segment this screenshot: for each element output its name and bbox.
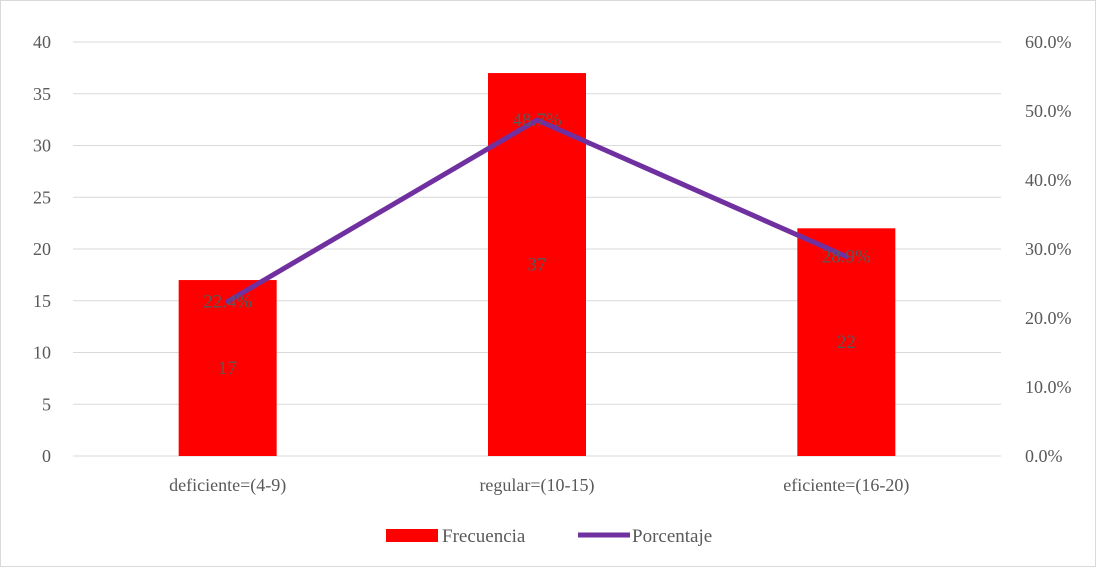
bar-data-label: 22 [837,332,856,353]
left-tick-label: 5 [42,394,51,414]
bar [797,228,896,456]
left-tick-label: 0 [42,446,51,466]
right-tick-label: 30.0% [1025,239,1072,259]
right-tick-label: 10.0% [1025,377,1072,397]
legend-swatch-frecuencia [386,529,438,542]
right-tick-label: 20.0% [1025,308,1072,328]
line-data-labels: 22.4% 48.7% 28.9% [203,110,871,312]
left-tick-label: 30 [33,136,51,156]
bar-data-label: 37 [528,255,547,276]
legend: Frecuencia Porcentaje [386,526,712,547]
right-tick-label: 0.0% [1025,446,1063,466]
legend-label-frecuencia: Frecuencia [442,526,526,547]
line-series [225,117,849,304]
left-axis-ticks: 0 5 10 15 20 25 30 35 40 [33,32,51,466]
left-tick-label: 40 [33,32,51,52]
category-label: eficiente=(16-20) [783,475,909,496]
bars [178,73,896,457]
right-tick-label: 50.0% [1025,101,1072,121]
category-label: deficiente=(4-9) [169,475,286,496]
right-tick-label: 60.0% [1025,32,1072,52]
line-data-label: 28.9% [822,247,871,268]
left-tick-label: 20 [33,239,51,259]
right-axis-ticks: 0.0% 10.0% 20.0% 30.0% 40.0% 50.0% 60.0% [1025,32,1072,466]
bar [178,280,277,456]
category-labels: deficiente=(4-9) regular=(10-15) eficiente… [169,475,909,496]
category-label: regular=(10-15) [479,475,594,496]
left-tick-label: 25 [33,187,51,207]
line-data-label: 22.4% [203,291,252,312]
left-tick-label: 10 [33,343,51,363]
line-data-label: 48.7% [512,110,561,131]
right-tick-label: 40.0% [1025,170,1072,190]
bar-data-label: 17 [218,358,237,379]
bar-data-labels: 17 37 22 [218,255,856,380]
left-tick-label: 15 [33,291,51,311]
legend-label-porcentaje: Porcentaje [632,526,712,547]
left-tick-label: 35 [33,84,51,104]
